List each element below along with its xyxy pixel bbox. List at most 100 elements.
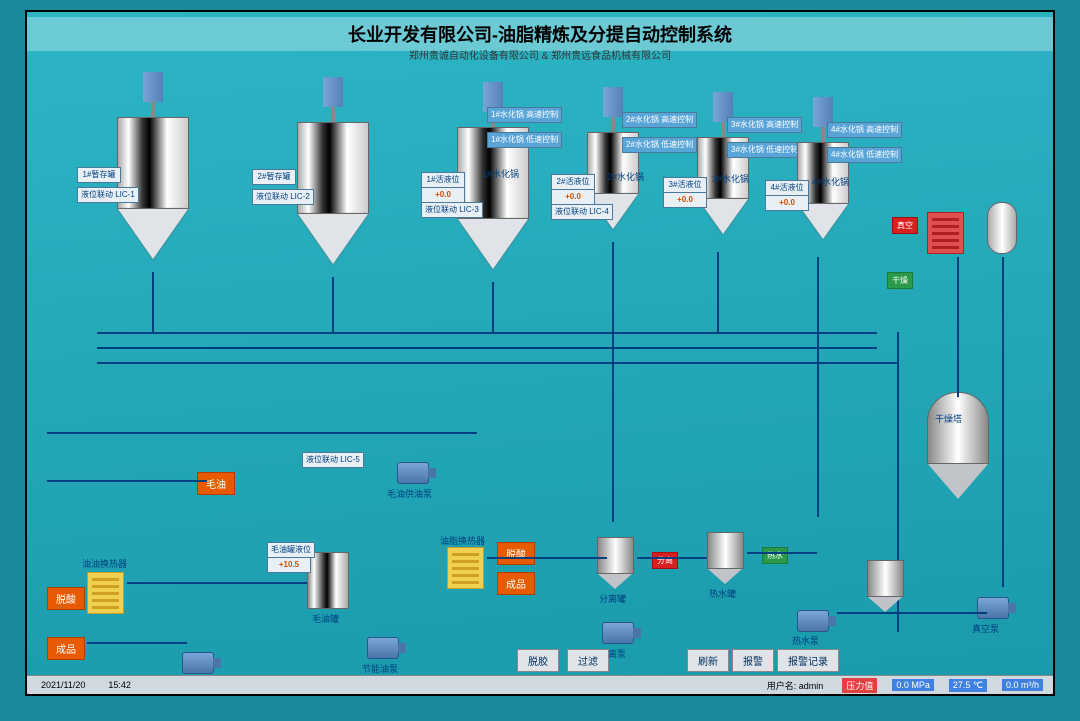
nav-btn4[interactable]: 报警 [732,649,774,672]
deacid2-label: 脱酸 [497,542,535,565]
tank3-level[interactable]: 1#活液位 [421,172,465,188]
vessel-icon [987,202,1017,254]
vac-pump-icon[interactable] [977,597,1009,619]
pipe-icon [747,552,817,554]
hotwater-pump-label: 热水泵 [792,634,819,647]
pipe-icon [97,347,877,349]
pipe-icon [152,272,154,332]
tank4-level[interactable]: 2#活液位 [551,174,595,190]
separate-label: 分离 [652,552,678,569]
tank3-hi[interactable]: 1#水化锅 高速控制 [487,107,562,123]
vac-pump-label: 真空泵 [972,622,999,635]
tank6-lo[interactable]: 4#水化锅 低速控制 [827,147,902,163]
status-date: 2021/11/20 [37,679,89,691]
tank6-level[interactable]: 4#活液位 [765,180,809,196]
pump2-icon[interactable] [182,652,214,674]
deacid-label: 脱酸 [47,587,85,610]
oil-tank-level[interactable]: 毛油罐液位 [267,542,315,558]
vacuum-label: 真空 [892,217,918,234]
drying-label: 干燥 [887,272,913,289]
pipe-icon [817,257,819,517]
nav-btn2[interactable]: 过滤 [567,649,609,672]
oil-tank-label: 毛油罐 [312,612,339,625]
agitator-motor-icon [143,72,163,102]
crude-oil-label: 毛油 [197,472,235,495]
tank4-lo[interactable]: 2#水化锅 低速控制 [622,137,697,153]
pipe-icon [97,362,897,364]
tank2-link[interactable]: 液位联动 LIC-2 [252,189,314,205]
sep-pump-icon[interactable] [602,622,634,644]
hotwater-tank [707,532,742,577]
tank3-link[interactable]: 液位联动 LIC-3 [421,202,483,218]
agitator-motor-icon [323,77,343,107]
heat-ex2-label: 油脂换热器 [440,534,485,547]
save-pump-icon[interactable] [367,637,399,659]
tank1-name[interactable]: 1#暂存罐 [77,167,121,183]
nav-btn1[interactable]: 脱胶 [517,649,559,672]
dry-tower-label: 干燥塔 [935,412,962,425]
pipe-icon [97,332,877,334]
status-v1: 0.0 MPa [892,679,934,691]
tank-2 [297,77,369,264]
hotwater-pump-icon[interactable] [797,610,829,632]
hotwater-ind: 热水 [762,547,788,564]
pipe-icon [47,432,477,434]
nav-btn3[interactable]: 刷新 [687,649,729,672]
tank3-value: +0.0 [421,187,465,203]
sep-tank-label: 分离罐 [599,592,626,605]
heat-ex1-label: 油油换热器 [82,557,127,570]
tank5-value: +0.0 [663,192,707,208]
heat-ex1-icon [87,572,124,614]
nav-btn5[interactable]: 报警记录 [777,649,839,672]
pipe-icon [47,480,207,482]
pipe-icon [332,277,334,332]
pipe-icon [637,557,707,559]
tank6-hi[interactable]: 4#水化锅 高速控制 [827,122,902,138]
title-text: 长业开发有限公司-油脂精炼及分提自动控制系统 [348,25,732,45]
status-v3: 0.0 m³/h [1002,679,1043,691]
tank3-name: 1#水化锅 [482,167,519,180]
save-pump-label: 节能油泵 [362,662,398,675]
tank4-link[interactable]: 液位联动 LIC-4 [551,204,613,220]
subtitle: 郑州贵诚自动化设备有限公司 & 郑州贵远食品机械有限公司 [27,47,1053,62]
vac-tank [867,560,902,605]
status-user: 用户名: admin [763,678,828,693]
oil-tank [307,552,349,609]
tank6-value: +0.0 [765,195,809,211]
tank5-name: 3#水化锅 [712,172,749,185]
tank3-lo[interactable]: 1#水化锅 低速控制 [487,132,562,148]
pipe-icon [612,242,614,522]
hotwater-label: 热水罐 [709,587,736,600]
heat-ex2-icon [447,547,484,589]
pipe-icon [492,282,494,332]
oil-tank-value: +10.5 [267,557,311,573]
pipe-icon [127,582,307,584]
tank2-name[interactable]: 2#暂存罐 [252,169,296,185]
tank5-lo[interactable]: 3#水化锅 低速控制 [727,142,802,158]
feed-pump-icon[interactable] [397,462,429,484]
sep-tank [597,537,632,582]
tank1-link[interactable]: 液位联动 LIC-1 [77,187,139,203]
tank6-name: 4#水化锅 [812,175,849,188]
status-pressure: 压力值 [842,678,877,693]
pipe-icon [1002,257,1004,587]
title-bar: 长业开发有限公司-油脂精炼及分提自动控制系统 [27,17,1053,51]
scada-screen: 长业开发有限公司-油脂精炼及分提自动控制系统 郑州贵诚自动化设备有限公司 & 郑… [25,10,1055,696]
product-label: 成品 [47,637,85,660]
pipe-icon [87,642,187,644]
tank5-level[interactable]: 3#活液位 [663,177,707,193]
dry-tower [927,392,987,492]
tank-5 [697,92,749,234]
pipe-icon [487,557,607,559]
tank-1 [117,72,189,259]
tank5-hi[interactable]: 3#水化锅 高速控制 [727,117,802,133]
level-link-5[interactable]: 液位联动 LIC-5 [302,452,364,468]
tank4-name: 2#水化锅 [607,170,644,183]
feed-pump-label: 毛油供油泵 [387,487,432,500]
tank4-hi[interactable]: 2#水化锅 高速控制 [622,112,697,128]
status-bar: 2021/11/20 15:42 用户名: admin 压力值 0.0 MPa … [27,675,1053,694]
pipe-icon [837,612,987,614]
tank-6 [797,97,849,239]
status-v2: 27.5 ℃ [949,679,987,692]
tank4-value: +0.0 [551,189,595,205]
